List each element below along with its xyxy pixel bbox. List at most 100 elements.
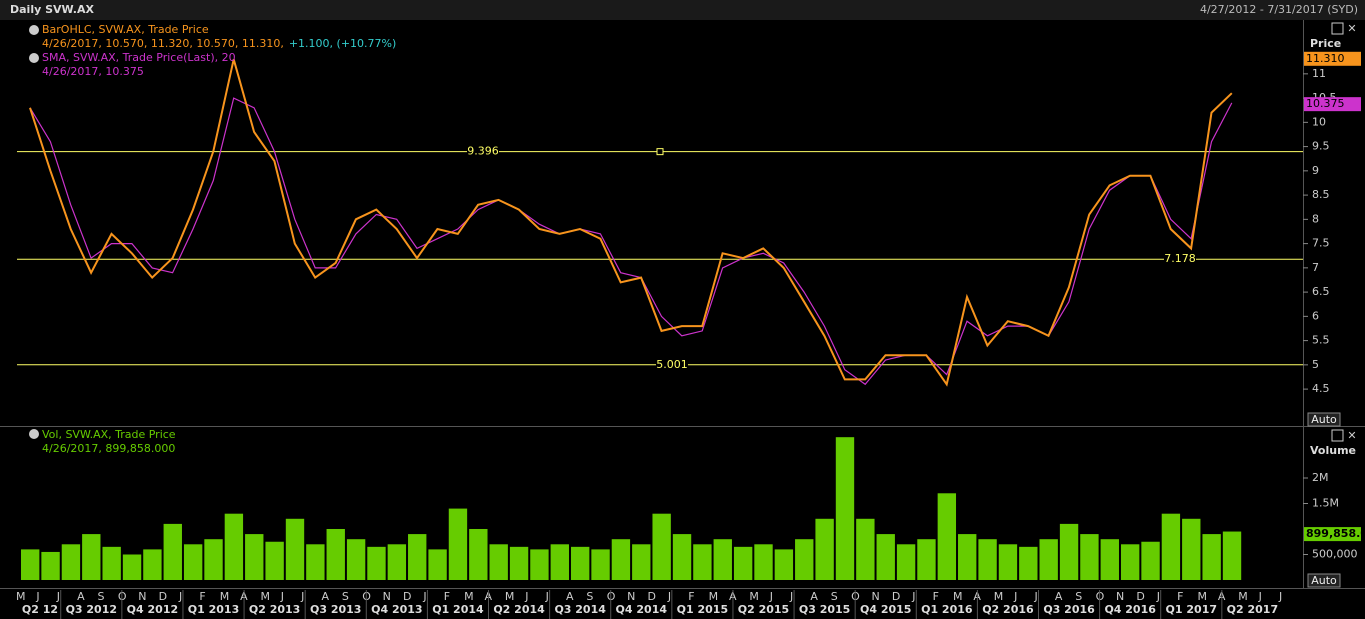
- volume-bar: [998, 544, 1018, 580]
- y-tick-label: 9.5: [1312, 140, 1330, 153]
- level-label: 7.178: [1164, 252, 1196, 265]
- month-label: A: [1055, 590, 1063, 603]
- month-label: A: [322, 590, 330, 603]
- axis-title: Volume: [1310, 444, 1356, 457]
- auto-button[interactable]: [1307, 573, 1341, 588]
- quarter-label: Q1 2014: [432, 603, 484, 616]
- month-label: M: [749, 590, 759, 603]
- quarter-label: Q2 2013: [249, 603, 300, 616]
- volume-bar: [509, 546, 529, 580]
- y-tick-label: 9: [1312, 164, 1319, 177]
- volume-bar: [82, 534, 101, 580]
- legend-icon: [29, 429, 39, 439]
- level-label-bg: [1164, 253, 1196, 266]
- volume-bar: [1202, 534, 1221, 580]
- auto-button-label[interactable]: Auto: [1311, 413, 1337, 426]
- legend-detail: 4/26/2017, 899,858.000: [42, 442, 175, 455]
- maximize-button[interactable]: [1331, 22, 1344, 35]
- month-label: J: [56, 590, 60, 603]
- volume-bar: [550, 544, 569, 580]
- quarter-label: Q3 2013: [310, 603, 361, 616]
- month-label: J: [1278, 590, 1282, 603]
- volume-bar: [632, 544, 651, 580]
- auto-button[interactable]: [1307, 412, 1341, 427]
- volume-bar: [978, 539, 997, 580]
- volume-bar: [245, 534, 264, 580]
- month-label: S: [831, 590, 838, 603]
- quarter-label: Q1 2015: [677, 603, 728, 616]
- legend-name: SMA, SVW.AX, Trade Price(Last), 20: [42, 51, 236, 64]
- month-label: F: [199, 590, 205, 603]
- quarter-label: Q2 2014: [493, 603, 545, 616]
- legend-name: BarOHLC, SVW.AX, Trade Price: [42, 23, 209, 36]
- close-button[interactable]: ✕: [1347, 22, 1356, 35]
- month-label: D: [892, 590, 900, 603]
- month-label: J: [280, 590, 284, 603]
- title-bar: [0, 0, 1365, 20]
- month-label: S: [1075, 590, 1082, 603]
- legend-icons: [29, 25, 39, 439]
- volume-bar: [570, 546, 590, 580]
- month-label: J: [1034, 590, 1038, 603]
- month-label: N: [627, 590, 635, 603]
- volume-bar: [1141, 541, 1160, 580]
- month-label: F: [1177, 590, 1183, 603]
- volume-bar: [774, 549, 794, 580]
- volume-bar: [733, 546, 753, 580]
- month-label: N: [872, 590, 880, 603]
- volume-bar: [1222, 531, 1242, 580]
- volume-bar: [387, 544, 407, 580]
- quarter-label: Q4 2015: [860, 603, 911, 616]
- y-tick-label: 6: [1312, 309, 1319, 322]
- quarter-label: Q4 2013: [371, 603, 422, 616]
- month-label: J: [769, 590, 773, 603]
- date-range: 4/27/2012 - 7/31/2017 (SYD): [1200, 3, 1358, 16]
- quarter-label: Q2 2017: [1227, 603, 1278, 616]
- month-label: D: [1136, 590, 1144, 603]
- last-value-label: 899,858.0: [1306, 527, 1365, 540]
- quarter-label: Q3 2016: [1043, 603, 1095, 616]
- auto-button-label[interactable]: Auto: [1311, 574, 1337, 587]
- month-label: J: [911, 590, 915, 603]
- volume-bar: [163, 523, 182, 580]
- level-label-bg: [656, 358, 688, 371]
- month-label: D: [159, 590, 167, 603]
- volume-bar: [937, 493, 957, 580]
- volume-bar: [285, 518, 305, 580]
- last-value-label: 10.375: [1306, 97, 1345, 110]
- close-button[interactable]: ✕: [1347, 429, 1356, 442]
- level-handle: [656, 148, 664, 156]
- volume-bar: [102, 546, 121, 580]
- last-value-box: [1304, 51, 1361, 66]
- y-tick-label: 500,000: [1312, 547, 1358, 560]
- window-title: Daily SVW.AX: [10, 3, 94, 16]
- volume-bar: [856, 518, 875, 580]
- month-label: M: [464, 590, 474, 603]
- volume-bar: [815, 518, 834, 580]
- quarter-label: Q4 2016: [1104, 603, 1156, 616]
- month-label: F: [933, 590, 939, 603]
- volume-bar: [795, 539, 814, 580]
- legend-detail: 4/26/2017, 10.570, 11.320, 10.570, 11.31…: [42, 37, 284, 50]
- volume-bar: [1059, 523, 1079, 580]
- month-label: J: [178, 590, 182, 603]
- month-label: J: [545, 590, 549, 603]
- month-label: M: [1238, 590, 1248, 603]
- month-label: J: [1258, 590, 1262, 603]
- y-tick-label: 5: [1312, 358, 1319, 371]
- volume-bar: [306, 544, 325, 580]
- volume-bar: [917, 539, 936, 580]
- y-tick-label: 11: [1312, 67, 1326, 80]
- legend-name: Vol, SVW.AX, Trade Price: [42, 428, 176, 441]
- month-label: A: [77, 590, 85, 603]
- month-label: M: [16, 590, 26, 603]
- y-tick-label: 2M: [1312, 471, 1329, 484]
- volume-bar: [489, 544, 508, 580]
- maximize-button[interactable]: [1331, 429, 1344, 442]
- month-label: J: [1156, 590, 1160, 603]
- month-label: N: [383, 590, 391, 603]
- month-label: F: [444, 590, 450, 603]
- last-value-box: [1304, 527, 1361, 542]
- volume-bar: [1182, 518, 1201, 580]
